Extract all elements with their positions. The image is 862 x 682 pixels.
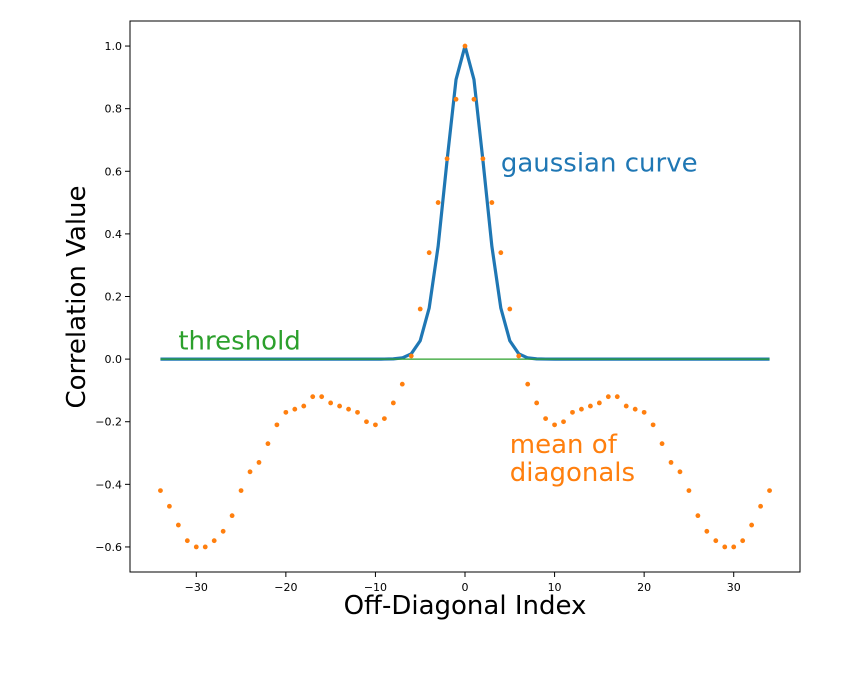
x-tick-label: −10: [364, 581, 387, 594]
diagonal-mean-point: [220, 528, 226, 534]
diagonal-mean-point: [713, 538, 719, 544]
diagonal-mean-point: [758, 503, 763, 509]
diagonal-mean-point: [310, 394, 316, 400]
diagonal-mean-point: [453, 96, 459, 102]
diagonal-mean-point: [749, 522, 755, 528]
x-tick-label: −30: [185, 581, 208, 594]
diagonal-mean-point: [767, 488, 772, 493]
diagonal-mean-point: [426, 250, 432, 256]
diagonal-mean-point: [202, 544, 208, 550]
diagonal-mean-point: [417, 306, 423, 312]
diagonal-mean-point: [740, 538, 746, 544]
diagonal-mean-point: [516, 353, 522, 359]
diagonal-mean-point: [193, 544, 199, 550]
diagonal-mean-point: [588, 403, 593, 409]
y-tick-label: −0.2: [95, 416, 122, 429]
gaussian-curve-line: [160, 44, 770, 361]
annotation-label: mean of: [510, 430, 618, 460]
diagonal-mean-point: [543, 416, 549, 421]
annotation-label: gaussian curve: [501, 148, 698, 178]
diagonal-mean-point: [158, 488, 163, 493]
diagonal-mean-point: [283, 409, 289, 415]
diagonal-mean-point: [274, 422, 280, 428]
series-layer: [158, 43, 772, 550]
diagonal-mean-point: [471, 96, 477, 102]
diagonal-mean-point: [301, 403, 307, 409]
diagonal-mean-point: [489, 200, 495, 205]
x-axis-label: Off-Diagonal Index: [344, 591, 587, 621]
diagonal-mean-point: [623, 403, 629, 409]
y-tick-label: 1.0: [105, 40, 123, 53]
diagonal-mean-point: [399, 381, 405, 387]
diagonal-mean-point: [614, 394, 620, 400]
diagonal-mean-point: [704, 528, 710, 534]
x-tick-label: 30: [727, 581, 741, 594]
y-tick-label: 0.2: [105, 291, 123, 304]
diagonal-mean-point: [381, 416, 387, 421]
diagonal-mean-point: [570, 409, 575, 415]
diagonal-mean-point: [390, 400, 396, 406]
x-tick-label: −20: [274, 581, 297, 594]
diagonal-mean-point: [561, 419, 566, 425]
x-tick-label: 20: [637, 581, 651, 594]
annotation-label: diagonals: [510, 458, 635, 488]
y-tick-label: 0.0: [105, 353, 123, 366]
diagonal-mean-point: [364, 419, 369, 425]
x-tick-label: 0: [462, 581, 469, 594]
diagonal-mean-point: [498, 250, 504, 256]
y-tick-label: −0.6: [95, 541, 122, 554]
diagonal-mean-point: [211, 538, 217, 544]
diagonal-mean-point: [722, 544, 728, 550]
diagonal-mean-point: [462, 43, 468, 49]
diagonal-mean-point: [659, 441, 665, 447]
diagonal-mean-point: [686, 488, 692, 493]
diagonal-mean-point: [337, 403, 342, 409]
diagonal-mean-point: [435, 200, 441, 205]
y-axis-label: Correlation Value: [62, 185, 92, 408]
diagonal-mean-point: [256, 460, 262, 465]
diagonal-mean-point: [641, 409, 647, 415]
diagonal-mean-point: [444, 156, 450, 162]
diagonal-mean-point: [346, 406, 351, 412]
diagonal-mean-point: [319, 394, 325, 400]
diagonal-mean-point: [480, 156, 486, 162]
diagonal-mean-point: [677, 469, 683, 475]
diagonal-mean-point: [247, 469, 253, 475]
diagonal-mean-point: [731, 544, 737, 550]
diagonal-mean-point: [328, 400, 334, 406]
diagonal-mean-point: [229, 513, 235, 519]
diagonal-mean-point: [238, 488, 244, 493]
diagonal-mean-point: [668, 460, 674, 465]
y-tick-label: 0.6: [105, 165, 123, 178]
diagonal-mean-point: [292, 406, 298, 412]
x-tick-label: 10: [548, 581, 562, 594]
y-axis-ticks: −0.6 −0.4 −0.2 0.0 0.2 0.4 0.6 0.8 1.0: [95, 40, 130, 554]
diagonal-mean-point: [175, 522, 181, 528]
diagonal-mean-point: [507, 306, 513, 312]
diagonal-mean-point: [695, 513, 701, 519]
diagonal-mean-point: [534, 400, 540, 406]
diagonal-mean-point: [579, 406, 584, 412]
diagonal-mean-point: [650, 422, 656, 428]
y-tick-label: 0.4: [105, 228, 123, 241]
y-tick-label: 0.8: [105, 103, 123, 116]
diagonal-mean-point: [552, 422, 557, 428]
annotation-label: threshold: [178, 327, 300, 357]
diagonal-mean-point: [355, 409, 360, 415]
diagonal-mean-point: [265, 441, 271, 447]
y-tick-label: −0.4: [95, 478, 122, 491]
diagonal-mean-point: [408, 353, 414, 359]
diagonal-mean-point: [525, 381, 531, 387]
plot-frame: [129, 20, 801, 573]
diagonal-mean-point: [167, 503, 172, 509]
diagonal-mean-point: [184, 538, 190, 544]
diagonal-mean-point: [605, 394, 611, 400]
diagonal-mean-point: [373, 422, 378, 428]
diagonal-mean-point: [596, 400, 602, 406]
x-axis-ticks: −30 −20 −10 0 10 20 30: [185, 572, 741, 594]
diagonal-mean-point: [632, 406, 638, 412]
